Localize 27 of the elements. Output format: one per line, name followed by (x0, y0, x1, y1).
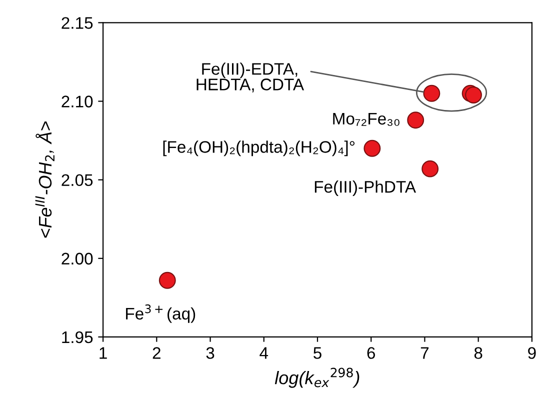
point (465, 86, 482, 104)
x-tick-label: 3 (206, 347, 214, 359)
x-tick-label: 6 (367, 347, 376, 359)
x-tick-label: 2 (152, 347, 160, 359)
x-tick-label: 4 (260, 347, 268, 359)
x-tick-label: 5 (314, 347, 322, 359)
annotation: Fe(III)-PhDTA (314, 180, 416, 196)
y-axis-title: <Fe$^{III}$-OH$_{2}$, Å> (35, 122, 54, 238)
y-tick-label: 2.05 (62, 174, 93, 186)
annotation: Mo₇₂Fe₃₀ (333, 112, 400, 126)
point (407, 112, 424, 129)
x-tick-label: 1 (100, 347, 107, 359)
annotation: Fe(III)-EDTA, HEDTA, CDTA (196, 62, 304, 92)
annotation: Fe$^{3+}$(aq) (126, 304, 196, 323)
point (158, 272, 176, 289)
x-axis-title: log(k$_{ex}$$^{298}$) (274, 368, 360, 388)
point (364, 140, 381, 157)
x-tick-label: 9 (528, 347, 536, 359)
annotation: [Fe₄(OH)₂(hpdta)₂(H₂O)₄]° (163, 140, 355, 156)
y-tick-label: 1.95 (62, 331, 93, 344)
y-tick-label: 2.00 (62, 252, 93, 265)
x-tick-label: 7 (420, 347, 429, 359)
point (422, 160, 439, 178)
y-tick-label: 2.10 (62, 96, 93, 108)
point (423, 84, 440, 102)
x-tick-label: 8 (474, 347, 482, 359)
y-tick-label: 2.15 (62, 17, 93, 29)
